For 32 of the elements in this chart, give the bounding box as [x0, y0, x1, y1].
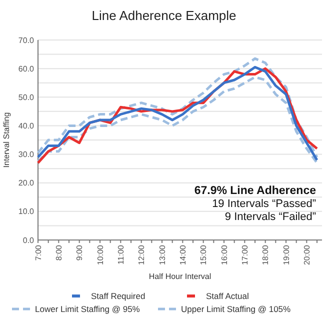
y-tick-label: 50.0	[18, 92, 35, 102]
annotation: 9 Intervals “Failed”	[224, 211, 316, 223]
y-tick-label: 30.0	[18, 150, 35, 160]
chart-title: Line Adherence Example	[92, 8, 236, 23]
x-tick-label: 13:00	[158, 244, 167, 266]
x-tick-label: 12:00	[137, 244, 146, 266]
x-tick-label: 18:00	[261, 244, 270, 266]
x-tick-label: 10:00	[96, 244, 105, 266]
legend-label: Lower Limit Staffing @ 95%	[35, 304, 140, 314]
y-axis-title: Interval Staffing	[2, 112, 11, 168]
annotation: 67.9% Line Adherence	[194, 185, 316, 197]
x-tick-label: 20:00	[302, 244, 312, 266]
y-tick-label: 20.0	[18, 178, 35, 188]
legend-label: Upper Limit Staffing @ 105%	[181, 304, 292, 314]
x-tick-label: 7:00	[34, 244, 43, 261]
legend-label: Staff Required	[91, 290, 146, 301]
x-tick-label: 16:00	[220, 244, 229, 266]
x-tick-label: 19:00	[282, 244, 291, 266]
y-tick-label: 70.0	[18, 36, 35, 45]
x-tick-label: 15:00	[199, 244, 208, 266]
legend-label: Staff Actual	[206, 290, 249, 301]
x-axis-title: Half Hour Interval	[148, 272, 212, 281]
y-tick-label: 60.0	[18, 64, 35, 74]
x-tick-label: 9:00	[75, 244, 84, 261]
x-tick-label: 8:00	[54, 244, 64, 261]
x-tick-label: 11:00	[116, 244, 126, 264]
y-tick-label: 10.0	[18, 207, 35, 216]
x-tick-label: 14:00	[178, 244, 188, 266]
y-tick-label: 40.0	[18, 122, 35, 131]
annotation: 19 Intervals “Passed”	[212, 198, 316, 210]
x-tick-label: 17:00	[240, 244, 250, 266]
y-tick-label: 0.0	[22, 236, 35, 245]
